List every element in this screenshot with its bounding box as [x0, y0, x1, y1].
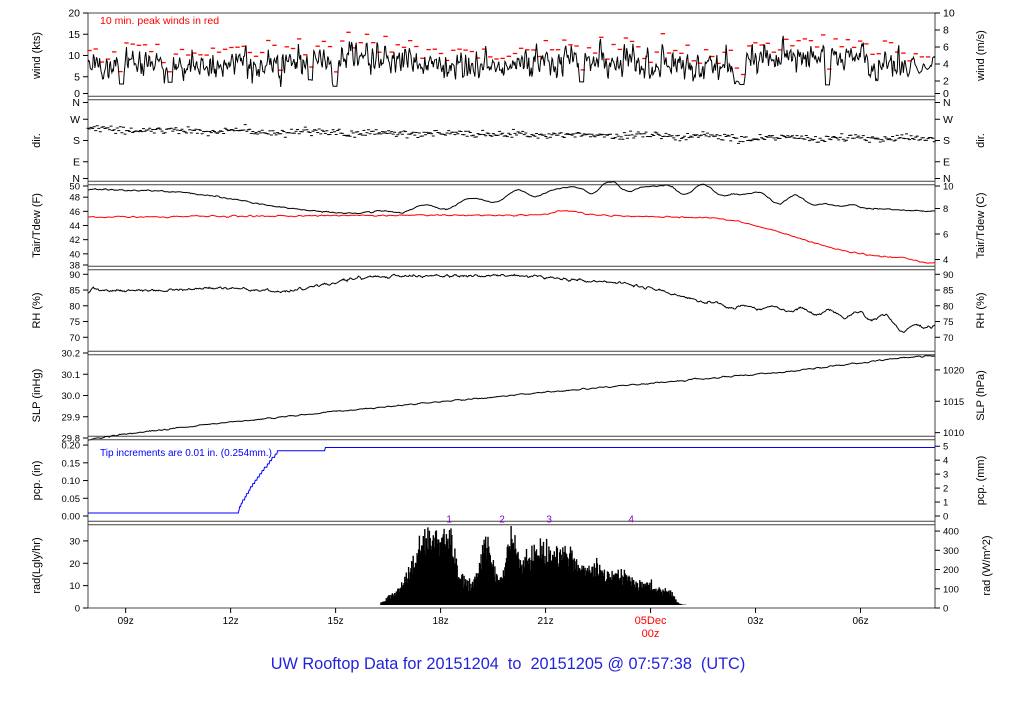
svg-text:400: 400	[943, 527, 959, 538]
svg-text:0.15: 0.15	[62, 458, 81, 469]
svg-text:90: 90	[69, 270, 80, 281]
svg-text:1: 1	[446, 515, 452, 526]
svg-text:10: 10	[69, 581, 80, 592]
svg-text:dir.: dir.	[975, 133, 987, 148]
svg-text:75: 75	[69, 317, 80, 328]
svg-text:09z: 09z	[118, 616, 134, 627]
svg-text:21z: 21z	[538, 616, 554, 627]
svg-text:N: N	[943, 97, 951, 109]
svg-text:pcp. (mm): pcp. (mm)	[975, 456, 987, 506]
svg-text:E: E	[943, 156, 950, 168]
svg-text:3: 3	[943, 470, 948, 481]
svg-text:0.05: 0.05	[62, 494, 81, 505]
svg-text:rad(Lgly/hr): rad(Lgly/hr)	[31, 537, 43, 593]
svg-text:48: 48	[69, 193, 80, 204]
svg-text:8: 8	[943, 25, 949, 37]
svg-text:80: 80	[943, 301, 954, 312]
svg-text:44: 44	[69, 221, 80, 232]
svg-text:pcp. (in): pcp. (in)	[31, 461, 43, 501]
svg-text:0: 0	[943, 604, 948, 615]
svg-text:03z: 03z	[747, 616, 763, 627]
svg-text:W: W	[943, 114, 953, 126]
svg-text:0.10: 0.10	[62, 476, 81, 487]
svg-text:8: 8	[943, 204, 948, 215]
svg-text:RH (%): RH (%)	[31, 292, 43, 328]
svg-text:18z: 18z	[433, 616, 449, 627]
svg-text:2: 2	[943, 76, 949, 88]
svg-text:Tair/Tdew (F): Tair/Tdew (F)	[31, 193, 43, 258]
svg-text:SLP (hPa): SLP (hPa)	[975, 370, 987, 421]
svg-text:RH (%): RH (%)	[975, 292, 987, 328]
svg-text:10: 10	[943, 182, 954, 193]
svg-text:Tip increments are 0.01 in. (0: Tip increments are 0.01 in. (0.254mm.)	[100, 448, 272, 459]
svg-text:0.00: 0.00	[62, 512, 81, 523]
svg-text:90: 90	[943, 270, 954, 281]
svg-text:20: 20	[69, 559, 80, 570]
svg-text:46: 46	[69, 207, 80, 218]
svg-text:30.0: 30.0	[62, 391, 81, 402]
svg-text:W: W	[70, 114, 80, 126]
svg-text:rad (W/m^2): rad (W/m^2)	[981, 535, 993, 595]
svg-text:wind (kts): wind (kts)	[31, 32, 43, 80]
svg-text:wind (m/s): wind (m/s)	[975, 30, 987, 82]
svg-text:85: 85	[69, 286, 80, 297]
svg-text:5: 5	[943, 442, 948, 453]
svg-text:50: 50	[69, 182, 80, 193]
svg-text:1010: 1010	[943, 428, 964, 439]
svg-text:2: 2	[499, 515, 505, 526]
svg-text:15z: 15z	[328, 616, 344, 627]
svg-text:S: S	[73, 135, 80, 147]
svg-text:SLP (inHg): SLP (inHg)	[31, 369, 43, 423]
svg-text:5: 5	[74, 71, 80, 83]
svg-text:N: N	[72, 97, 80, 109]
svg-text:20: 20	[68, 8, 80, 20]
svg-text:30.1: 30.1	[62, 370, 81, 381]
svg-text:1020: 1020	[943, 365, 964, 376]
svg-text:10 min. peak winds in red: 10 min. peak winds in red	[100, 15, 219, 27]
svg-text:S: S	[943, 135, 950, 147]
svg-text:4: 4	[943, 255, 948, 266]
svg-text:3: 3	[546, 515, 552, 526]
svg-text:70: 70	[943, 333, 954, 344]
svg-text:30: 30	[69, 536, 80, 547]
svg-text:4: 4	[943, 456, 948, 467]
svg-text:0.20: 0.20	[62, 441, 81, 452]
svg-text:85: 85	[943, 286, 954, 297]
svg-text:4: 4	[628, 515, 634, 526]
svg-text:100: 100	[943, 584, 959, 595]
svg-text:15: 15	[68, 29, 80, 41]
svg-text:00z: 00z	[642, 628, 660, 640]
svg-text:UW Rooftop Data for 20151204: UW Rooftop Data for 20151204 to 20151205…	[271, 655, 746, 673]
svg-text:1015: 1015	[943, 397, 964, 408]
svg-text:0: 0	[943, 512, 948, 523]
svg-text:42: 42	[69, 235, 80, 246]
svg-text:10: 10	[68, 50, 80, 62]
svg-text:2: 2	[943, 484, 948, 495]
svg-text:300: 300	[943, 546, 959, 557]
svg-text:40: 40	[69, 249, 80, 260]
svg-text:Tair/Tdew (C): Tair/Tdew (C)	[975, 192, 987, 258]
svg-text:06z: 06z	[852, 616, 868, 627]
svg-text:0: 0	[75, 604, 80, 615]
svg-text:10: 10	[943, 8, 955, 20]
svg-text:1: 1	[943, 498, 948, 509]
svg-text:29.9: 29.9	[62, 412, 81, 423]
svg-text:30.2: 30.2	[62, 349, 81, 360]
svg-text:6: 6	[943, 230, 948, 241]
svg-text:6: 6	[943, 42, 949, 54]
svg-text:70: 70	[69, 333, 80, 344]
svg-text:05Dec: 05Dec	[635, 615, 667, 627]
svg-text:75: 75	[943, 317, 954, 328]
svg-text:4: 4	[943, 59, 949, 71]
svg-text:80: 80	[69, 301, 80, 312]
svg-text:12z: 12z	[223, 616, 239, 627]
svg-text:dir.: dir.	[31, 133, 43, 148]
svg-text:200: 200	[943, 565, 959, 576]
svg-text:E: E	[73, 156, 80, 168]
